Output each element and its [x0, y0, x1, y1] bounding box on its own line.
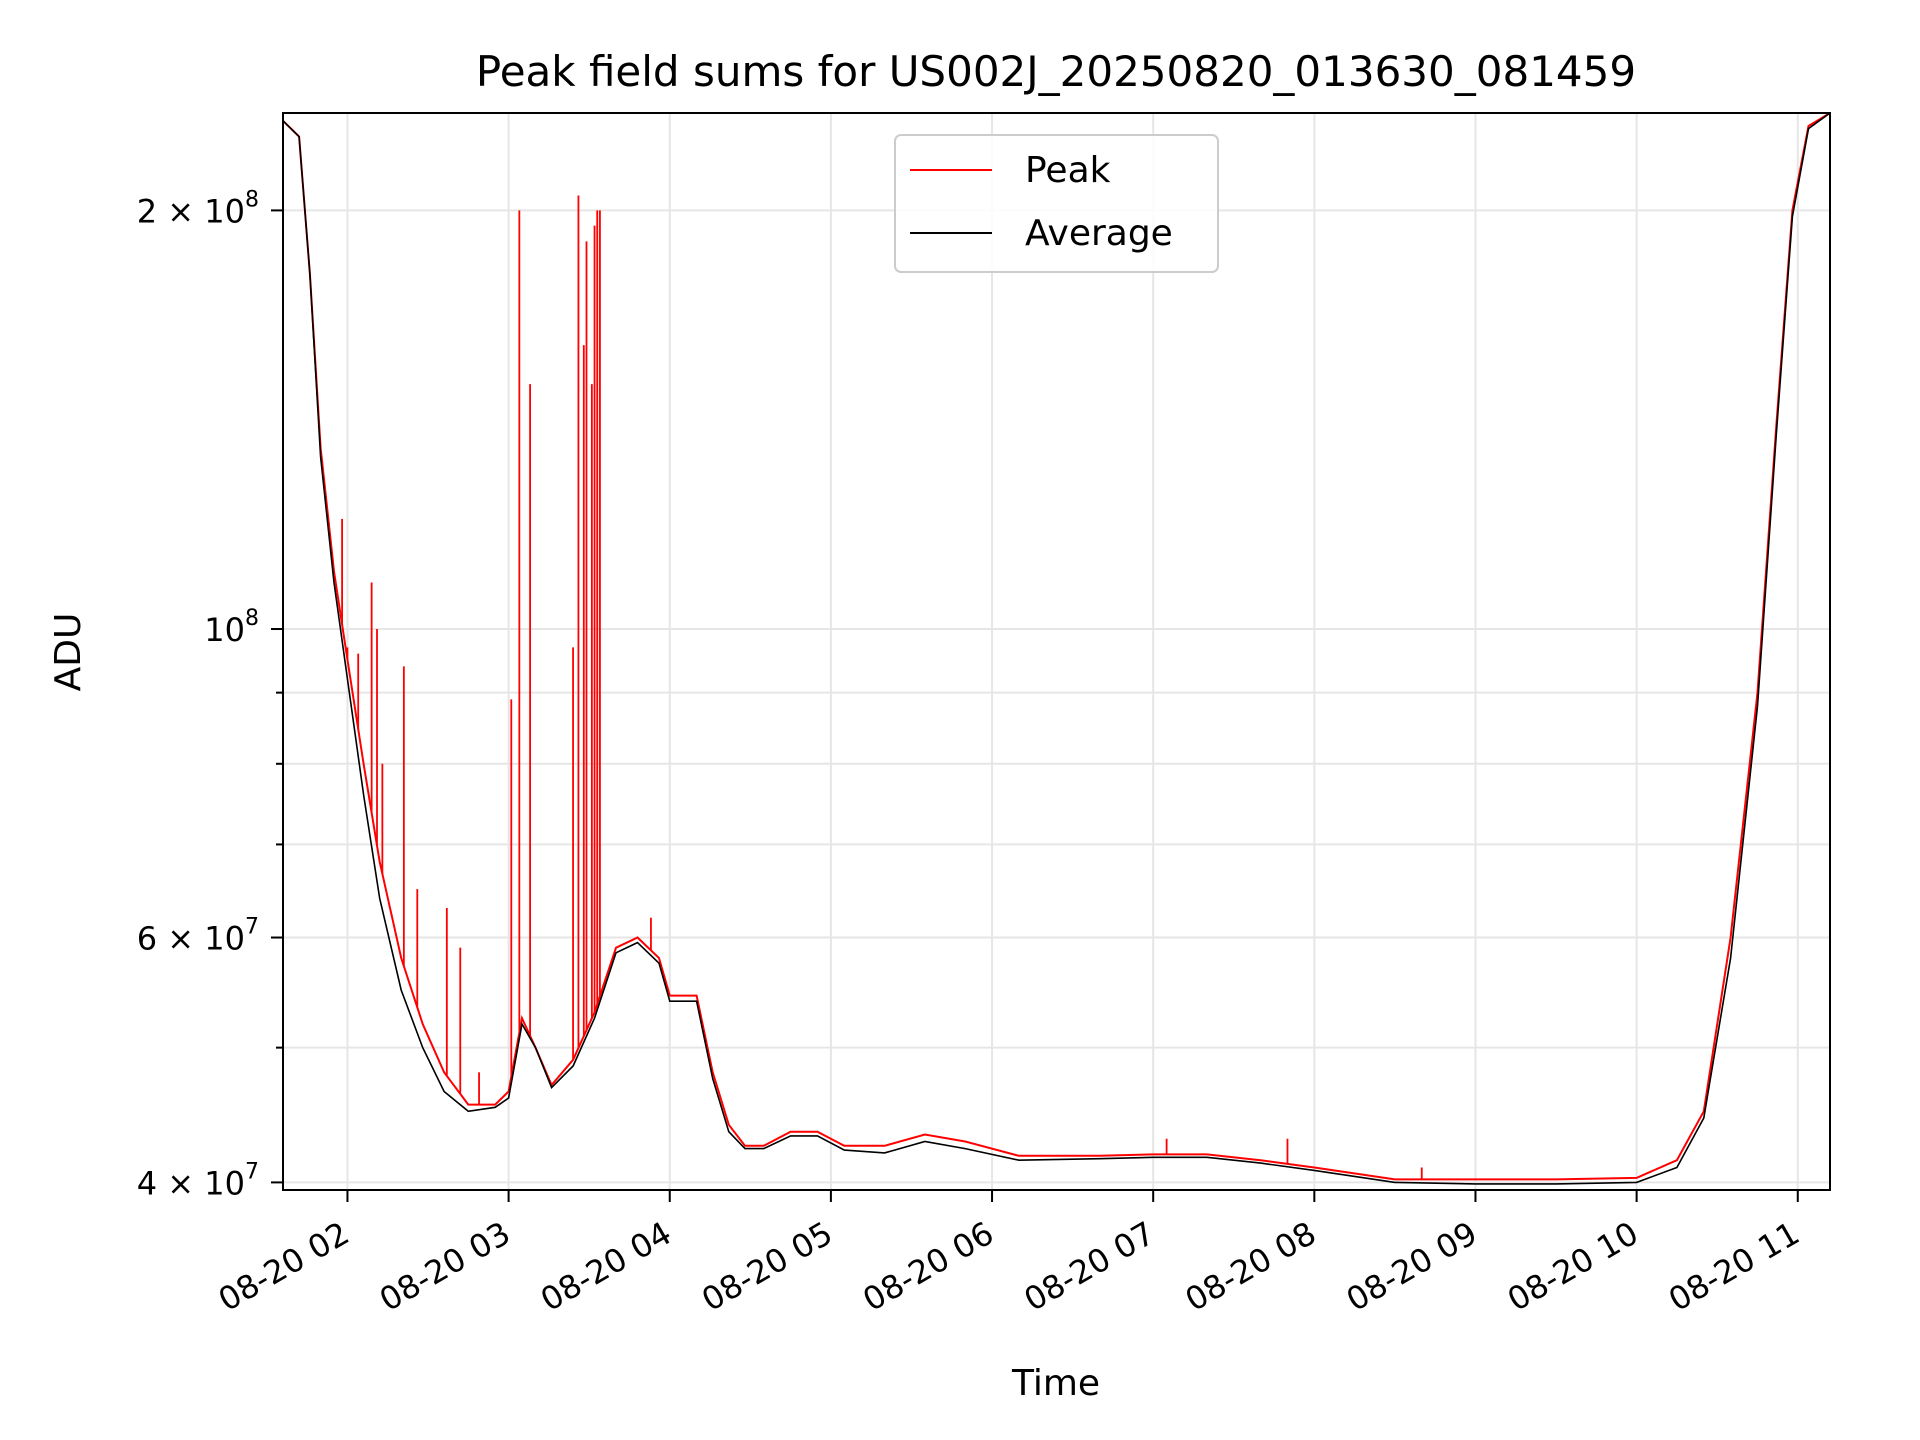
legend: Peak Average — [894, 134, 1219, 273]
series-average — [283, 113, 1830, 1185]
series-layer — [283, 113, 1830, 1185]
axes-frame — [282, 112, 1831, 1191]
y-tick-label-base: 4 × 10 — [137, 1164, 245, 1202]
series-line-peak — [283, 113, 1830, 1181]
y-tick-label: 2 × 108 — [137, 187, 259, 230]
y-tick-label: 108 — [204, 606, 259, 649]
y-tick-label-exponent: 7 — [245, 915, 259, 940]
y-tick-label-base: 2 × 10 — [137, 192, 245, 230]
y-tick-label: 4 × 107 — [137, 1159, 259, 1202]
series-peak — [283, 113, 1830, 1181]
y-tick-label-exponent: 8 — [245, 606, 259, 631]
y-tick-label-base: 10 — [204, 611, 245, 649]
y-tick-label-exponent: 7 — [245, 1159, 259, 1184]
chart-title: Peak field sums for US002J_20250820_0136… — [476, 47, 1636, 96]
legend-label-average: Average — [1025, 213, 1173, 254]
y-tick-label-base: 6 × 10 — [137, 920, 245, 958]
y-axis-label: ADU — [48, 613, 89, 692]
x-axis-label: Time — [1011, 1363, 1100, 1404]
series-line-average — [283, 113, 1830, 1185]
y-tick-label-exponent: 8 — [245, 187, 259, 212]
y-tick-label: 6 × 107 — [137, 915, 259, 958]
legend-label-peak: Peak — [1025, 150, 1111, 191]
